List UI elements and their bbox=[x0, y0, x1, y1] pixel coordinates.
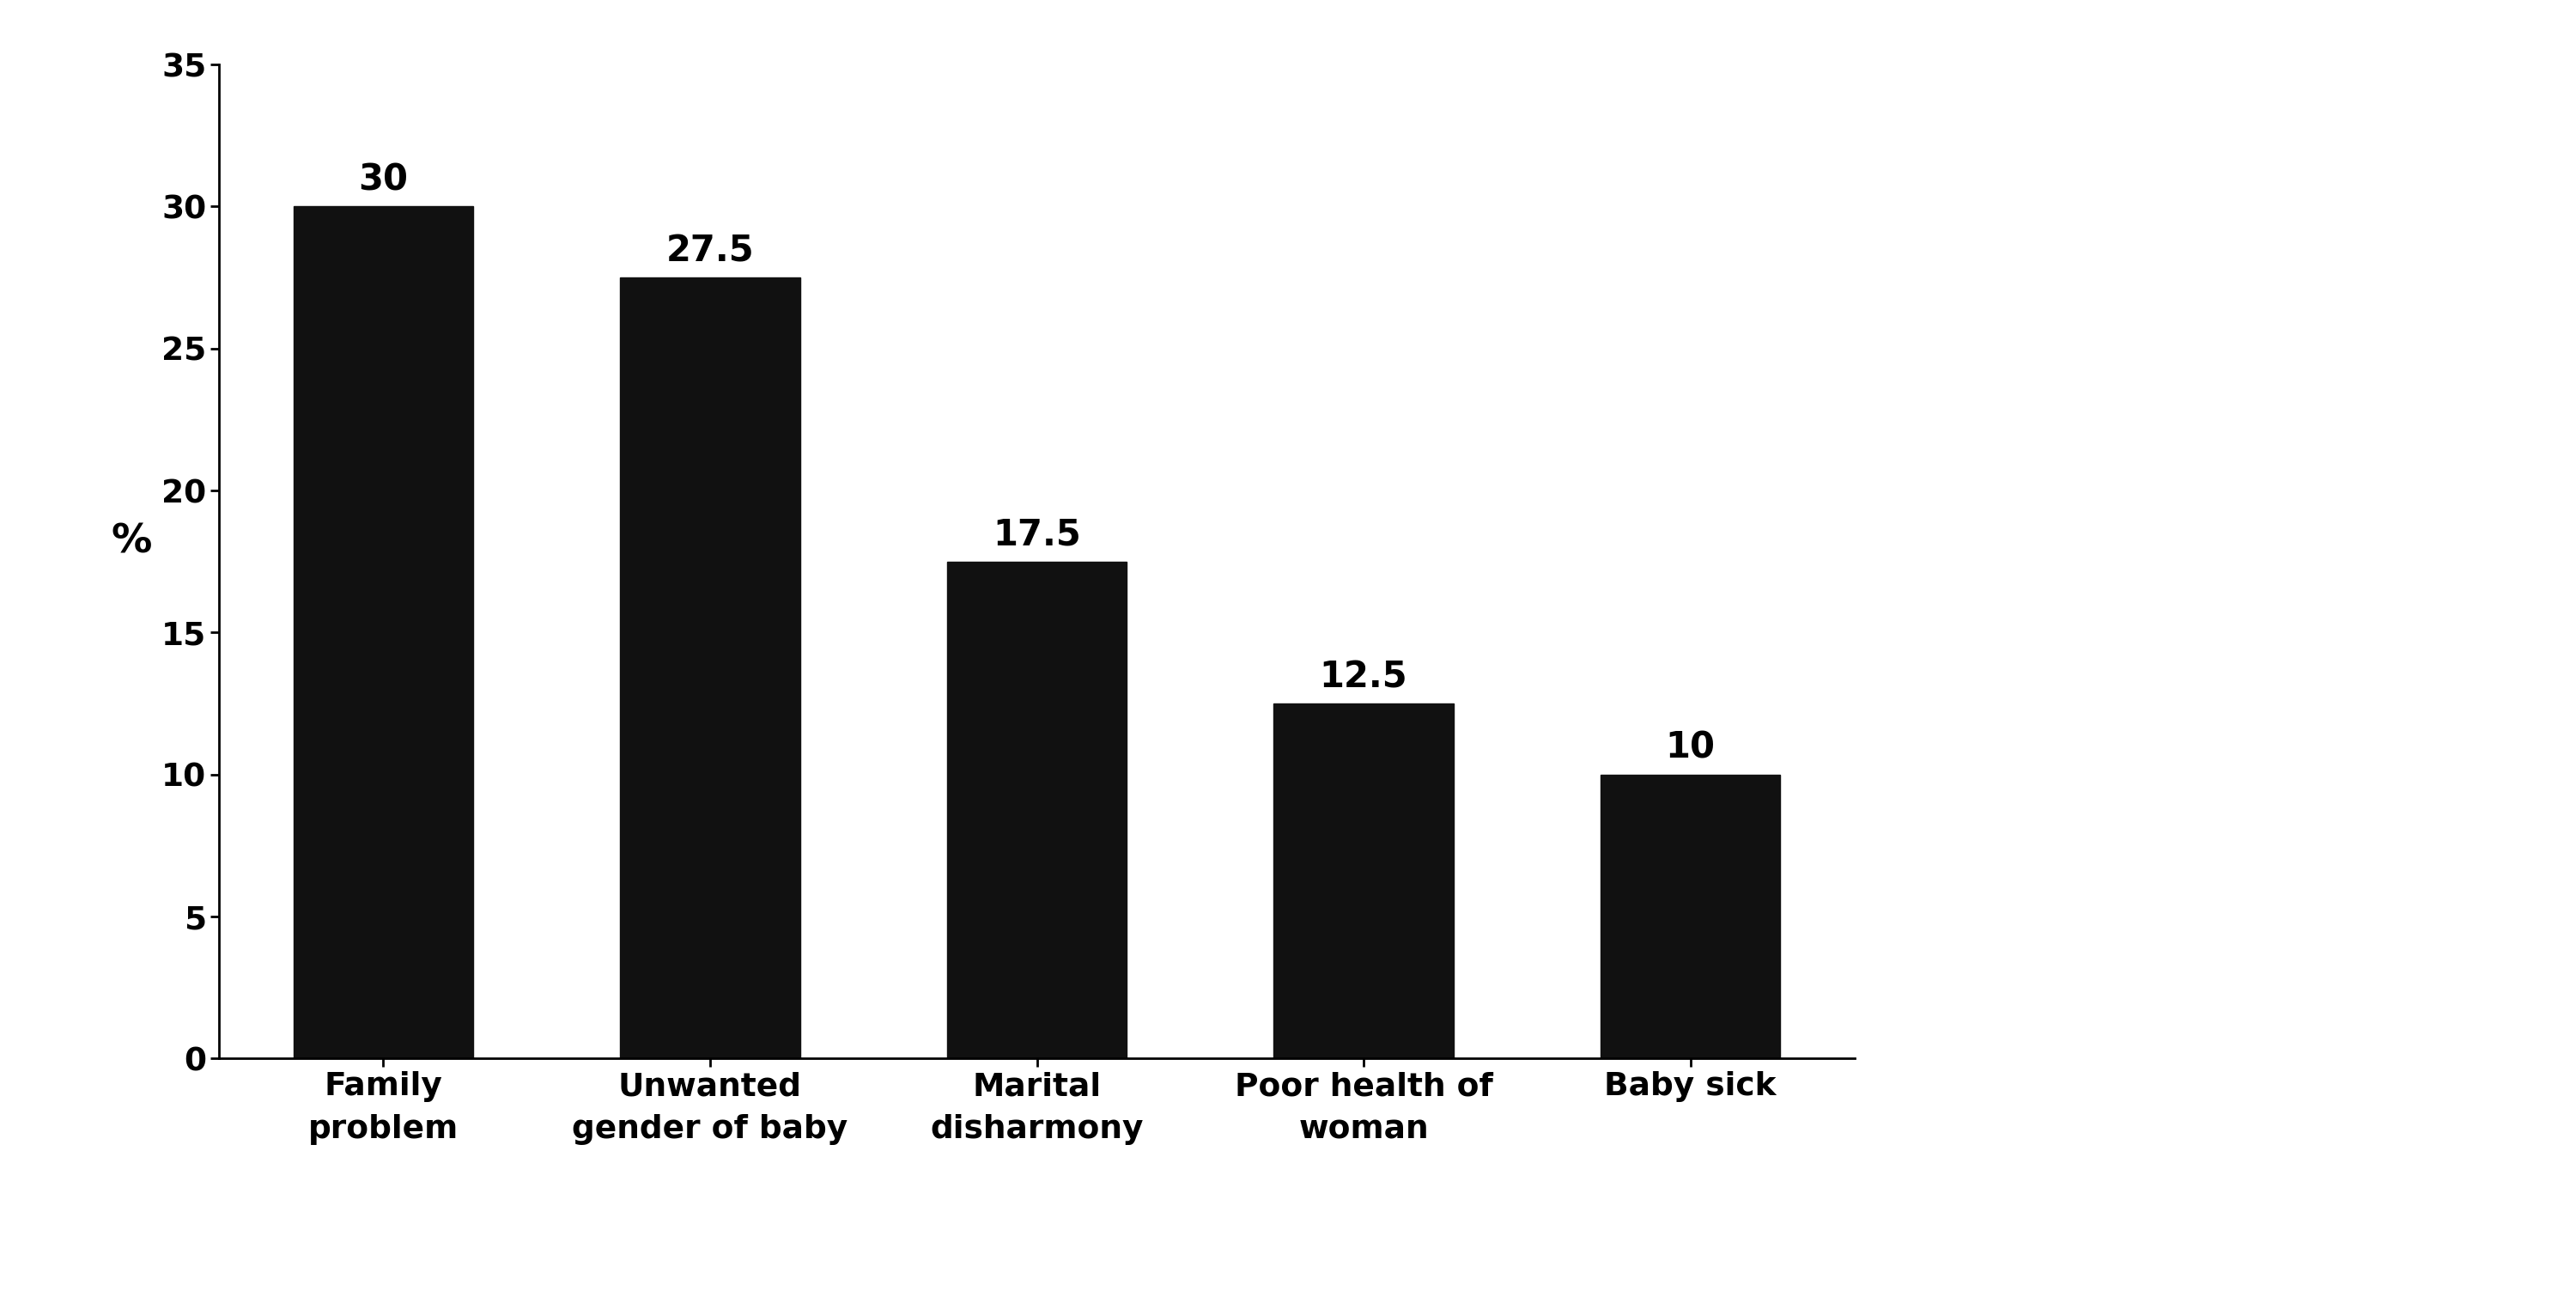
Text: 30: 30 bbox=[358, 161, 407, 198]
Bar bbox=[294, 207, 474, 1059]
Y-axis label: %: % bbox=[111, 523, 152, 562]
Bar bbox=[621, 278, 801, 1059]
Bar bbox=[948, 562, 1126, 1059]
Bar bbox=[1600, 775, 1780, 1059]
Text: 10: 10 bbox=[1667, 729, 1716, 766]
Text: 27.5: 27.5 bbox=[667, 232, 755, 269]
Text: 12.5: 12.5 bbox=[1319, 658, 1406, 695]
Bar bbox=[1273, 704, 1453, 1059]
Text: 17.5: 17.5 bbox=[992, 516, 1082, 553]
